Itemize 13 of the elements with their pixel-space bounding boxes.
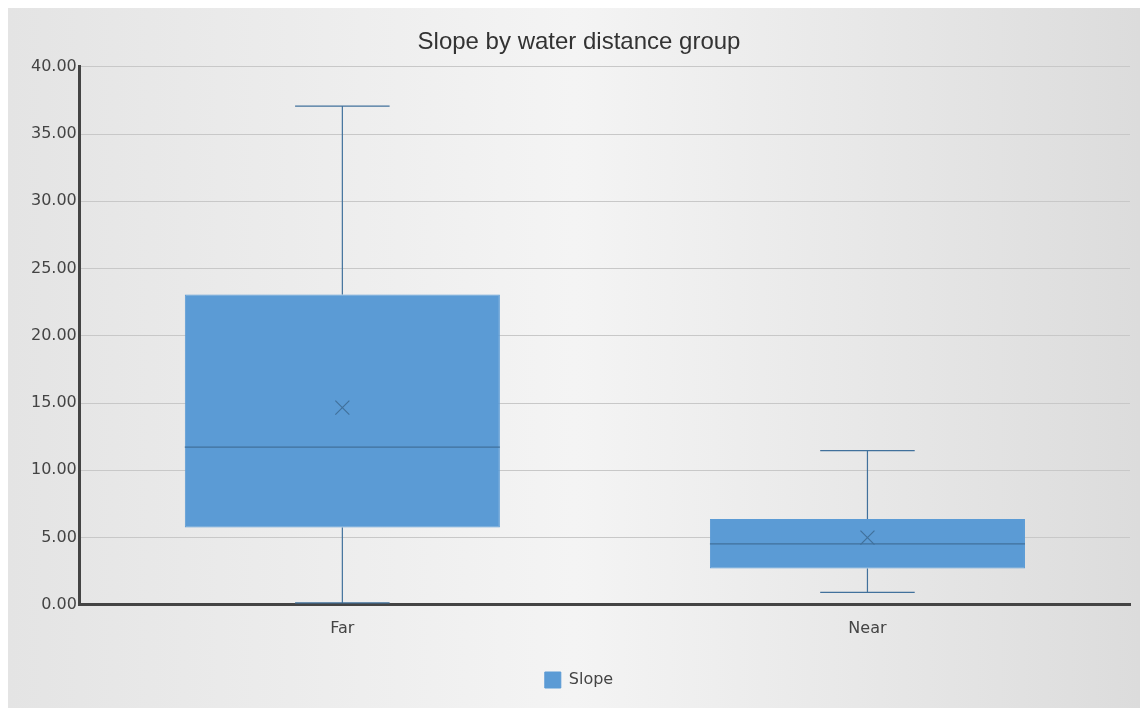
y-tick-label: 20.00 [30,324,77,344]
y-tick-label: 40.00 [30,55,77,75]
y-tick-label: 0.00 [41,593,77,613]
y-tick-label: 5.00 [41,526,77,546]
y-tick-label: 15.00 [30,392,77,412]
legend-label: Slope [568,669,614,689]
y-tick-label: 25.00 [30,257,77,277]
y-tick-label: 35.00 [30,123,77,143]
y-tick-label: 10.00 [30,459,77,479]
x-tick-label: Near [848,617,887,637]
y-tick-label: 30.00 [30,190,77,210]
x-tick-label: Far [330,617,355,637]
chart-title: Slope by water distance group [417,27,741,55]
